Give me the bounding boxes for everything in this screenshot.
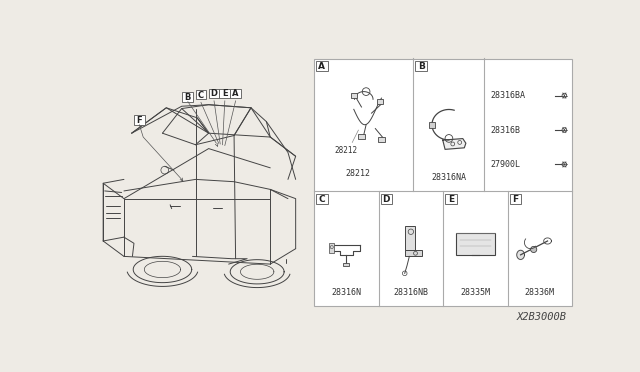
Bar <box>314 58 572 307</box>
FancyBboxPatch shape <box>182 92 193 102</box>
Text: E: E <box>222 89 228 98</box>
FancyBboxPatch shape <box>445 194 456 203</box>
Text: A: A <box>232 89 239 98</box>
Text: 28335M: 28335M <box>460 288 490 297</box>
Circle shape <box>531 246 537 253</box>
Text: E: E <box>448 195 454 204</box>
Text: 28316NA: 28316NA <box>431 173 467 182</box>
Bar <box>456 233 495 255</box>
Bar <box>429 122 435 128</box>
Text: 28316B: 28316B <box>490 125 520 135</box>
Bar <box>404 250 422 256</box>
Bar <box>404 225 415 250</box>
Text: B: B <box>418 62 424 71</box>
FancyBboxPatch shape <box>415 61 427 71</box>
FancyBboxPatch shape <box>381 194 392 203</box>
Bar <box>330 243 334 253</box>
Text: B: B <box>185 93 191 102</box>
FancyBboxPatch shape <box>316 61 328 71</box>
Text: C: C <box>198 90 204 100</box>
FancyBboxPatch shape <box>134 115 145 125</box>
Text: C: C <box>319 195 325 204</box>
Bar <box>358 134 365 139</box>
Polygon shape <box>516 250 524 259</box>
Text: X2B3000B: X2B3000B <box>516 312 566 322</box>
FancyBboxPatch shape <box>196 90 206 99</box>
Text: 27900L: 27900L <box>490 160 520 169</box>
Text: A: A <box>318 62 325 71</box>
Text: 28212: 28212 <box>335 145 358 154</box>
Text: 28212: 28212 <box>345 170 370 179</box>
Text: 28316NB: 28316NB <box>394 288 428 297</box>
Bar <box>378 137 385 142</box>
Text: D: D <box>383 195 390 204</box>
FancyBboxPatch shape <box>220 89 230 98</box>
Text: 28316BA: 28316BA <box>490 91 525 100</box>
Bar <box>377 99 383 104</box>
Text: 28336M: 28336M <box>525 288 555 297</box>
FancyBboxPatch shape <box>509 194 521 203</box>
FancyBboxPatch shape <box>209 89 220 98</box>
FancyBboxPatch shape <box>316 194 328 203</box>
Text: F: F <box>136 116 142 125</box>
FancyBboxPatch shape <box>230 89 241 98</box>
Bar <box>343 263 349 266</box>
Bar <box>351 93 357 98</box>
Text: 28316N: 28316N <box>332 288 362 297</box>
Polygon shape <box>443 139 466 150</box>
Text: F: F <box>512 195 518 204</box>
Text: D: D <box>211 89 218 98</box>
